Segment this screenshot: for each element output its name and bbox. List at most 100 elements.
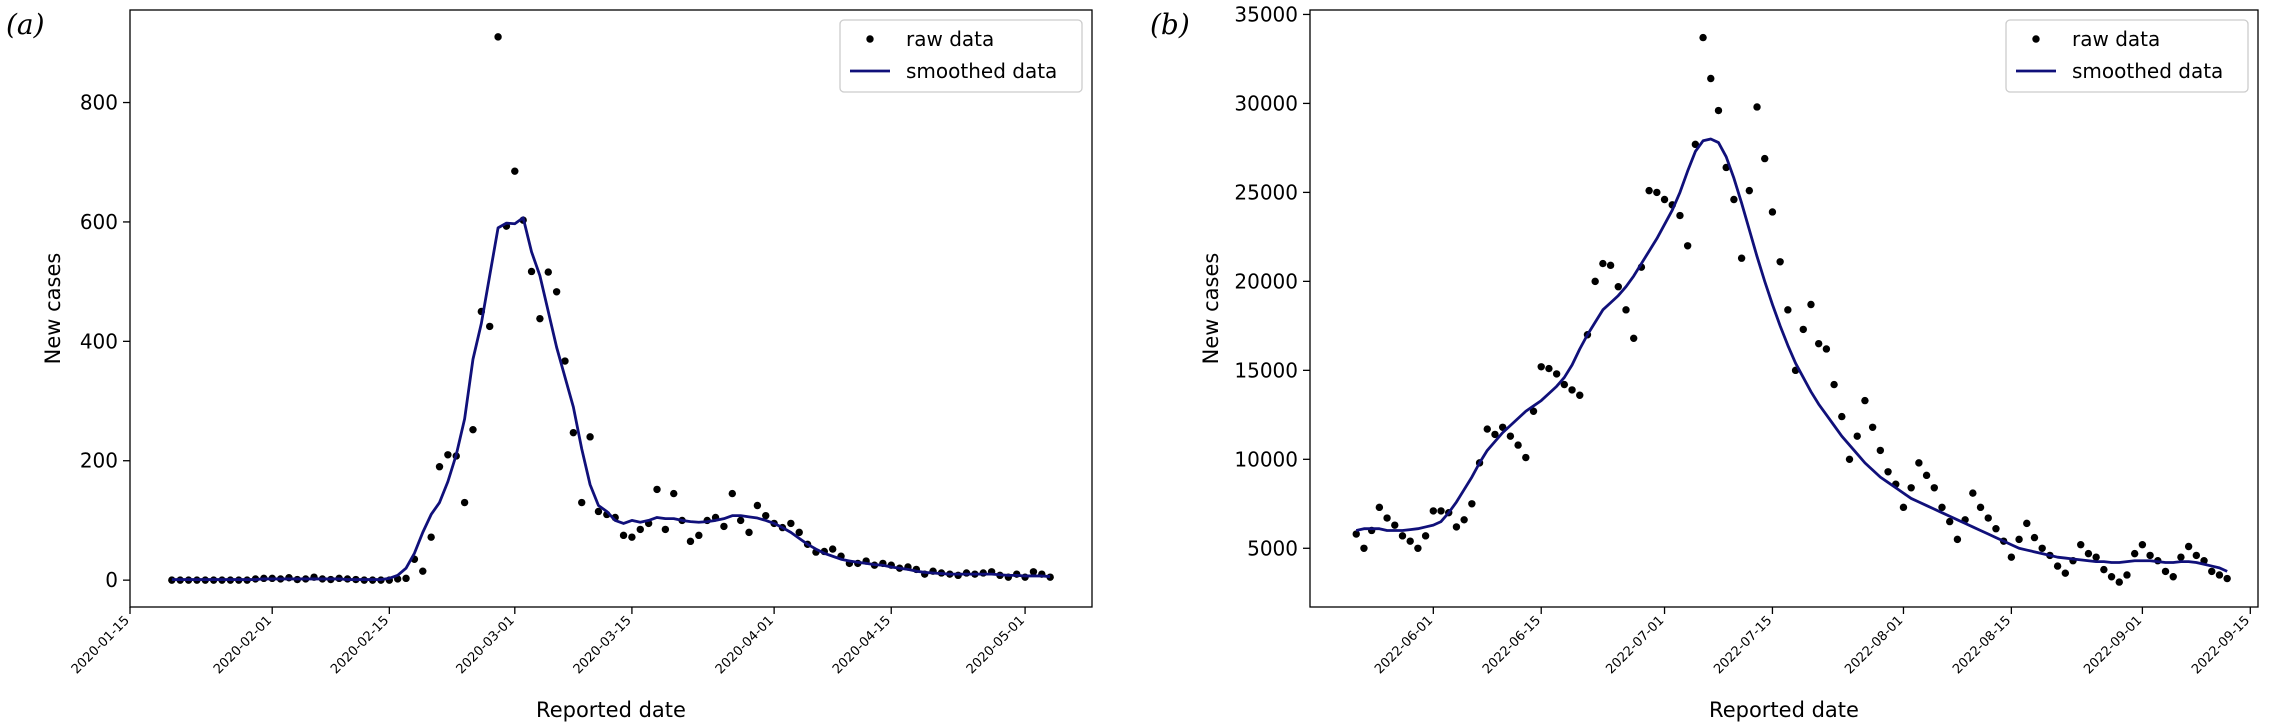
raw-point	[2100, 565, 2108, 574]
raw-point	[1992, 525, 2000, 533]
raw-point	[1876, 446, 1885, 455]
raw-point	[1868, 423, 1877, 431]
y-tick-label: 20000	[1234, 269, 1298, 293]
raw-point	[1522, 453, 1530, 462]
raw-point	[402, 574, 410, 583]
raw-point	[1591, 277, 1599, 286]
raw-point	[1683, 242, 1692, 250]
raw-point	[695, 531, 703, 540]
raw-point	[561, 357, 569, 365]
raw-point	[511, 167, 519, 175]
raw-point	[1730, 195, 1738, 204]
raw-point	[2015, 535, 2023, 544]
raw-point	[1360, 544, 1368, 552]
raw-point	[1907, 484, 1915, 492]
plot-area	[1352, 33, 2231, 586]
raw-point	[586, 433, 594, 441]
raw-point	[1838, 412, 1846, 421]
raw-point	[1930, 484, 1938, 492]
raw-point	[1491, 430, 1499, 439]
x-tick-label: 2022-07-01	[1603, 613, 1667, 677]
raw-point	[1375, 503, 1384, 512]
y-tick-label: 10000	[1234, 447, 1298, 471]
raw-point	[1799, 325, 1807, 334]
raw-point	[1853, 432, 1861, 440]
y-tick-label: 5000	[1247, 536, 1298, 560]
raw-point	[2007, 553, 2016, 561]
raw-point	[1437, 507, 1445, 515]
raw-point	[1745, 186, 1754, 195]
y-tick-label: 800	[80, 91, 118, 115]
raw-point	[1676, 211, 1684, 220]
raw-point	[1899, 503, 1908, 512]
legend-label: raw data	[906, 27, 994, 51]
x-tick-label: 2022-06-15	[1480, 613, 1544, 677]
raw-point	[569, 428, 578, 437]
y-tick-label: 25000	[1234, 180, 1298, 204]
raw-point	[2177, 553, 2185, 561]
raw-point	[1969, 489, 1977, 497]
raw-point	[1884, 468, 1892, 476]
raw-point	[1830, 380, 1838, 389]
raw-point	[1614, 283, 1622, 291]
raw-point	[419, 567, 427, 575]
raw-point	[427, 533, 435, 541]
raw-point	[1691, 140, 1700, 149]
raw-point	[2223, 574, 2231, 583]
x-tick-label: 2022-09-01	[2081, 613, 2145, 677]
raw-point	[1653, 188, 1661, 197]
raw-point	[1460, 516, 1468, 524]
raw-point	[1784, 306, 1792, 314]
raw-point	[2023, 519, 2031, 528]
smoothed-line	[1355, 137, 2228, 573]
y-axis-label: New cases	[41, 253, 65, 365]
raw-point	[435, 463, 444, 471]
raw-point	[1529, 407, 1538, 415]
raw-point	[494, 33, 502, 41]
x-tick-label: 2022-09-15	[2189, 613, 2253, 677]
x-tick-label: 2022-08-01	[1842, 613, 1906, 677]
y-axis-label: New cases	[1199, 253, 1223, 365]
x-tick-label: 2020-04-15	[830, 613, 894, 677]
legend: raw data smoothed data	[839, 19, 1083, 93]
raw-point	[1468, 500, 1476, 508]
raw-point	[2061, 569, 2070, 577]
raw-point	[1506, 432, 1515, 440]
raw-point	[2169, 573, 2177, 581]
legend-label: raw data	[2072, 27, 2160, 51]
raw-point	[1537, 363, 1545, 371]
axes-frame	[129, 9, 1093, 608]
raw-point	[1599, 259, 1607, 268]
x-tick-label: 2020-03-01	[454, 613, 518, 677]
y-tick-label: 600	[80, 210, 118, 234]
raw-point	[578, 498, 586, 507]
y-tick-label: 30000	[1234, 91, 1298, 115]
raw-point	[1452, 523, 1461, 531]
raw-point	[1861, 396, 1869, 405]
raw-point	[1768, 208, 1777, 216]
raw-point	[736, 516, 745, 525]
raw-point	[1552, 370, 1561, 378]
y-tick-label: 35000	[1234, 2, 1298, 26]
axes-frame	[1309, 9, 2259, 608]
panel-label: (a)	[6, 8, 45, 41]
raw-point	[619, 531, 628, 540]
raw-point	[1429, 507, 1438, 515]
raw-point	[1922, 471, 1931, 480]
raw-point	[1383, 514, 1391, 522]
raw-point	[460, 498, 469, 507]
raw-point	[787, 519, 795, 528]
raw-point	[1807, 300, 1815, 309]
legend-box	[2005, 19, 2249, 93]
y-tick-label: 400	[80, 329, 118, 353]
x-tick-label: 2020-02-01	[211, 613, 275, 677]
raw-point	[753, 501, 762, 510]
x-tick-label: 2022-06-01	[1372, 613, 1436, 677]
raw-point	[1761, 154, 1769, 163]
panel-label: (b)	[1150, 8, 1190, 41]
raw-point	[686, 537, 695, 546]
raw-point	[1483, 425, 1491, 433]
x-tick-label: 2022-07-15	[1711, 613, 1775, 677]
raw-point	[653, 485, 661, 494]
